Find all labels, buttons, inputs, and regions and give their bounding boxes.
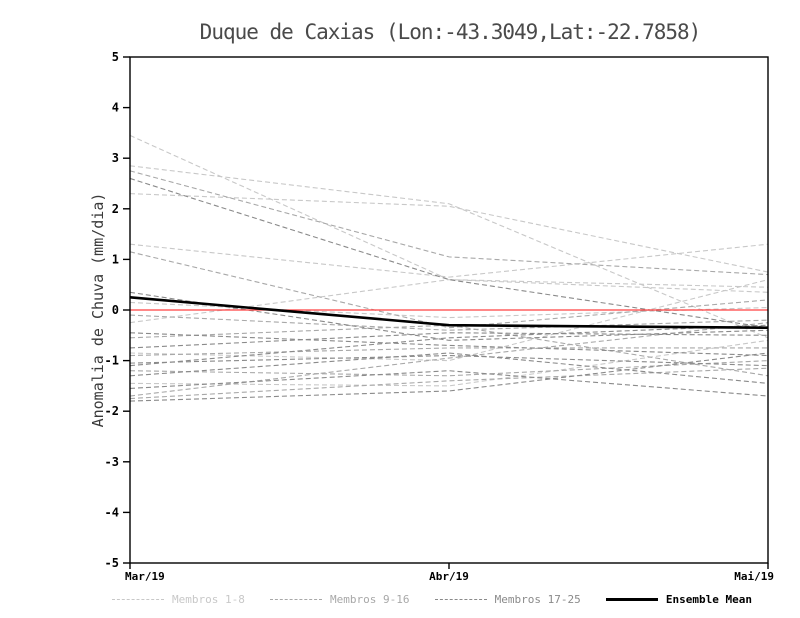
legend-line-sample	[605, 598, 658, 601]
member-line	[129, 370, 769, 397]
member-line	[129, 314, 769, 331]
legend-line-sample	[270, 599, 323, 600]
y-tick-label: -5	[105, 556, 119, 570]
member-line	[129, 193, 769, 273]
legend-line-sample	[434, 599, 487, 600]
member-line	[129, 354, 769, 367]
member-line	[129, 352, 769, 402]
member-line	[129, 279, 769, 324]
legend: Membros 1-8 Membros 9-16 Membros 17-25 E…	[112, 593, 752, 606]
y-tick-label: -4	[105, 505, 119, 519]
ensemble-mean-line	[129, 296, 769, 330]
member-line	[129, 332, 769, 357]
member-line	[129, 367, 769, 400]
chart-title: Duque de Caxias (Lon:-43.3049,Lat:-22.78…	[199, 20, 702, 44]
x-tick-label: Mar/19	[125, 570, 165, 583]
legend-label: Ensemble Mean	[665, 593, 752, 606]
y-tick-label: 4	[112, 101, 119, 115]
member-line	[129, 291, 769, 341]
legend-label: Membros 17-25	[494, 593, 581, 606]
member-line	[129, 324, 769, 377]
x-tick-label: Mai/19	[734, 570, 774, 583]
member-line	[129, 134, 769, 293]
y-tick-label: 2	[112, 202, 119, 216]
legend-label: Membros 9-16	[330, 593, 410, 606]
y-tick-label: 0	[112, 303, 119, 317]
member-line	[129, 165, 769, 339]
y-tick-label: 1	[112, 252, 119, 266]
y-tick-label: 5	[112, 50, 119, 64]
member-line	[129, 352, 769, 384]
y-tick-label: 3	[112, 151, 119, 165]
legend-line-sample	[112, 599, 164, 600]
member-line	[129, 322, 769, 397]
y-tick-label: -2	[105, 404, 119, 418]
legend-item-membros-1-8: Membros 1-8	[112, 593, 245, 606]
legend-item-ensemble-mean: Ensemble Mean	[605, 593, 752, 606]
legend-item-membros-17-25: Membros 17-25	[434, 593, 581, 606]
member-line	[129, 324, 769, 367]
member-line	[129, 170, 769, 276]
legend-label: Membros 1-8	[172, 593, 245, 606]
member-line	[129, 339, 769, 387]
y-tick-label: -1	[105, 354, 119, 368]
member-line	[129, 251, 769, 329]
x-tick-label: Abr/19	[429, 570, 469, 583]
member-line	[129, 332, 769, 349]
member-line	[129, 347, 768, 357]
y-tick-label: -3	[105, 455, 119, 469]
member-line	[129, 243, 769, 278]
legend-item-membros-9-16: Membros 9-16	[270, 593, 410, 606]
member-line	[129, 279, 769, 362]
member-line	[129, 360, 769, 377]
